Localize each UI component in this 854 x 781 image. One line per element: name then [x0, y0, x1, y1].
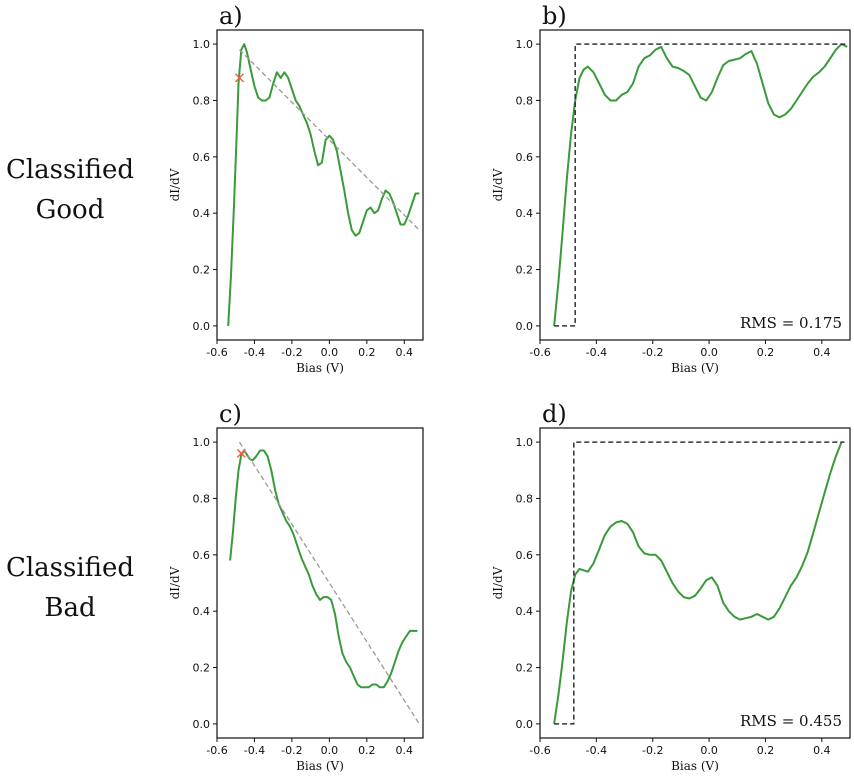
x-tick-label-b-2: -0.2: [642, 346, 663, 359]
x-tick-label-b-4: 0.2: [757, 346, 775, 359]
y-axis-label-b: dI/dV: [491, 168, 505, 201]
y-tick-label-a-5: 1.0: [193, 38, 211, 51]
x-tick-label-b-3: 0.0: [700, 346, 718, 359]
y-tick-label-d-5: 1.0: [516, 436, 534, 449]
y-tick-label-c-1: 0.2: [193, 662, 211, 675]
y-tick-label-c-4: 0.8: [193, 492, 211, 505]
x-tick-label-d-4: 0.2: [757, 744, 775, 757]
x-tick-label-d-0: -0.6: [529, 744, 550, 757]
y-tick-label-c-5: 1.0: [193, 436, 211, 449]
series-step-b: [554, 43, 848, 327]
x-tick-label-a-2: -0.2: [281, 346, 302, 359]
panel-d: -0.6 -0.4 -0.2 0.0 0.2 0.4 0.0 0.2 0.4 0.6 0.8 1.0 B…: [491, 400, 851, 773]
panel-b: -0.6 -0.4 -0.2 0.0 0.2 0.4 0.0 0.2 0.4 0.6 0.8 1.0 B…: [491, 2, 851, 375]
x-marker-a: [234, 73, 244, 83]
y-tick-label-a-3: 0.6: [193, 151, 211, 164]
x-tick-label-d-1: -0.4: [586, 744, 607, 757]
row-label-good-line2: Good: [35, 195, 105, 225]
axes-frame-c: [216, 427, 424, 739]
panel-a: -0.6 -0.4 -0.2 0.0 0.2 0.4 0.0 0.2 0.4 0.6 0.8 1.0 B…: [168, 2, 424, 375]
x-tick-label-a-5: 0.4: [396, 346, 414, 359]
y-tick-label-c-0: 0.0: [193, 718, 211, 731]
x-tick-label-a-4: 0.2: [358, 346, 376, 359]
y-tick-label-b-3: 0.6: [516, 151, 534, 164]
x-tick-label-d-2: -0.2: [642, 744, 663, 757]
x-axis-label-c: Bias (V): [296, 759, 344, 773]
panel-c: -0.6 -0.4 -0.2 0.0 0.2 0.4 0.0 0.2 0.4 0.6 0.8 1.0 B…: [168, 400, 424, 773]
series-curve-c: [229, 449, 418, 689]
x-marker-c: [236, 448, 246, 458]
y-tick-label-c-2: 0.4: [193, 605, 211, 618]
x-tick-label-c-4: 0.2: [358, 744, 376, 757]
x-axis-label-d: Bias (V): [671, 759, 719, 773]
rms-annotation-b: RMS = 0.175: [740, 314, 842, 332]
series-step-d: [554, 441, 845, 725]
row-label-good: Classified Good: [0, 150, 150, 230]
x-tick-label-b-5: 0.4: [813, 346, 831, 359]
y-tick-label-a-1: 0.2: [193, 264, 211, 277]
y-tick-label-b-4: 0.8: [516, 94, 534, 107]
x-axis-label-b: Bias (V): [671, 361, 719, 375]
series-curve-b: [553, 43, 848, 326]
axes-frame-a: [216, 29, 424, 341]
y-axis-label-d: dI/dV: [491, 566, 505, 599]
y-tick-label-d-2: 0.4: [516, 605, 534, 618]
y-tick-label-a-0: 0.0: [193, 320, 211, 333]
panel-label-b: b): [542, 2, 567, 30]
x-tick-label-a-0: -0.6: [206, 346, 227, 359]
series-curve-a: [227, 43, 420, 326]
panel-label-c: c): [219, 400, 242, 428]
x-tick-label-a-3: 0.0: [321, 346, 339, 359]
y-tick-label-b-1: 0.2: [516, 264, 534, 277]
x-tick-label-c-5: 0.4: [396, 744, 414, 757]
y-tick-label-d-4: 0.8: [516, 492, 534, 505]
x-tick-label-c-1: -0.4: [244, 744, 265, 757]
y-axis-label-a: dI/dV: [168, 168, 182, 201]
x-tick-label-b-1: -0.4: [586, 346, 607, 359]
row-label-bad: Classified Bad: [0, 548, 150, 628]
rms-annotation-d: RMS = 0.455: [740, 712, 842, 730]
y-tick-label-b-0: 0.0: [516, 320, 534, 333]
series-fit-c: [238, 441, 420, 725]
y-tick-label-a-4: 0.8: [193, 94, 211, 107]
row-label-good-line1: Classified: [5, 155, 135, 185]
axes-frame-d: [539, 427, 851, 739]
panel-label-d: d): [542, 400, 567, 428]
y-axis-label-c: dI/dV: [168, 566, 182, 599]
y-tick-label-b-2: 0.4: [516, 207, 534, 220]
x-tick-label-b-0: -0.6: [529, 346, 550, 359]
x-tick-label-c-0: -0.6: [206, 744, 227, 757]
x-tick-label-a-1: -0.4: [244, 346, 265, 359]
row-label-bad-line1: Classified: [5, 553, 135, 583]
axes-frame-b: [539, 29, 851, 341]
x-marker-stroke-b: [236, 448, 246, 458]
x-axis-label-a: Bias (V): [296, 361, 344, 375]
y-tick-label-d-1: 0.2: [516, 662, 534, 675]
panel-label-a: a): [219, 2, 243, 30]
y-tick-label-c-3: 0.6: [193, 549, 211, 562]
x-marker-stroke-b: [234, 73, 244, 83]
y-tick-label-d-3: 0.6: [516, 549, 534, 562]
x-tick-label-c-2: -0.2: [281, 744, 302, 757]
x-tick-label-d-5: 0.4: [813, 744, 831, 757]
y-tick-label-b-5: 1.0: [516, 38, 534, 51]
y-tick-label-a-2: 0.4: [193, 207, 211, 220]
y-tick-label-d-0: 0.0: [516, 718, 534, 731]
row-label-bad-line2: Bad: [44, 593, 96, 623]
x-tick-label-d-3: 0.0: [700, 744, 718, 757]
series-curve-d: [553, 441, 843, 725]
x-tick-label-c-3: 0.0: [321, 744, 339, 757]
series-fit-a: [239, 49, 420, 231]
